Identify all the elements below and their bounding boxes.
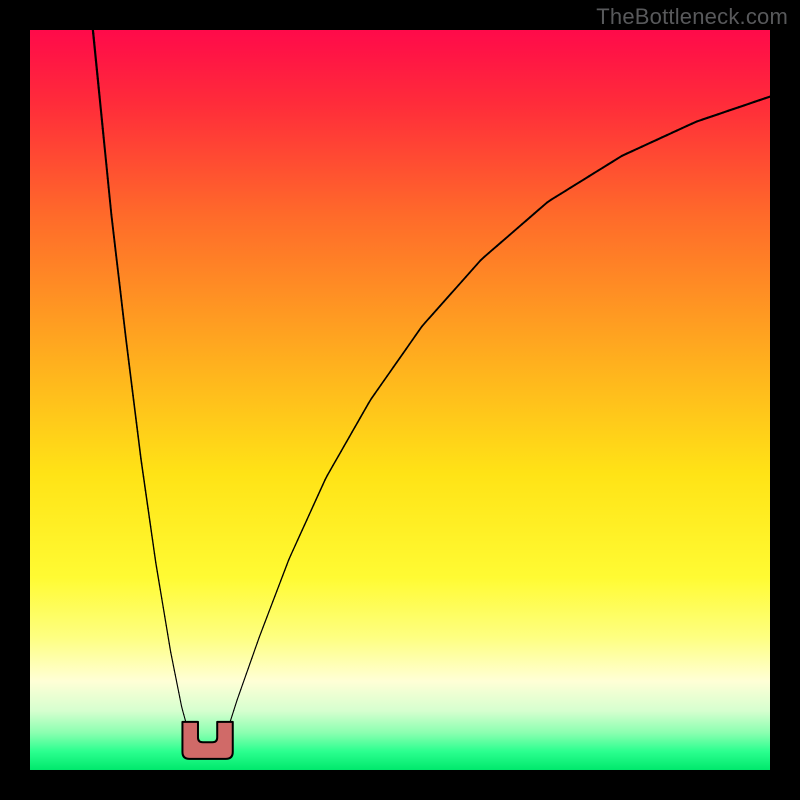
trough-marker: [182, 722, 232, 759]
watermark-text: TheBottleneck.com: [596, 4, 788, 30]
curve-layer: [30, 30, 770, 770]
plot-area: [30, 30, 770, 770]
chart-container: TheBottleneck.com: [0, 0, 800, 800]
